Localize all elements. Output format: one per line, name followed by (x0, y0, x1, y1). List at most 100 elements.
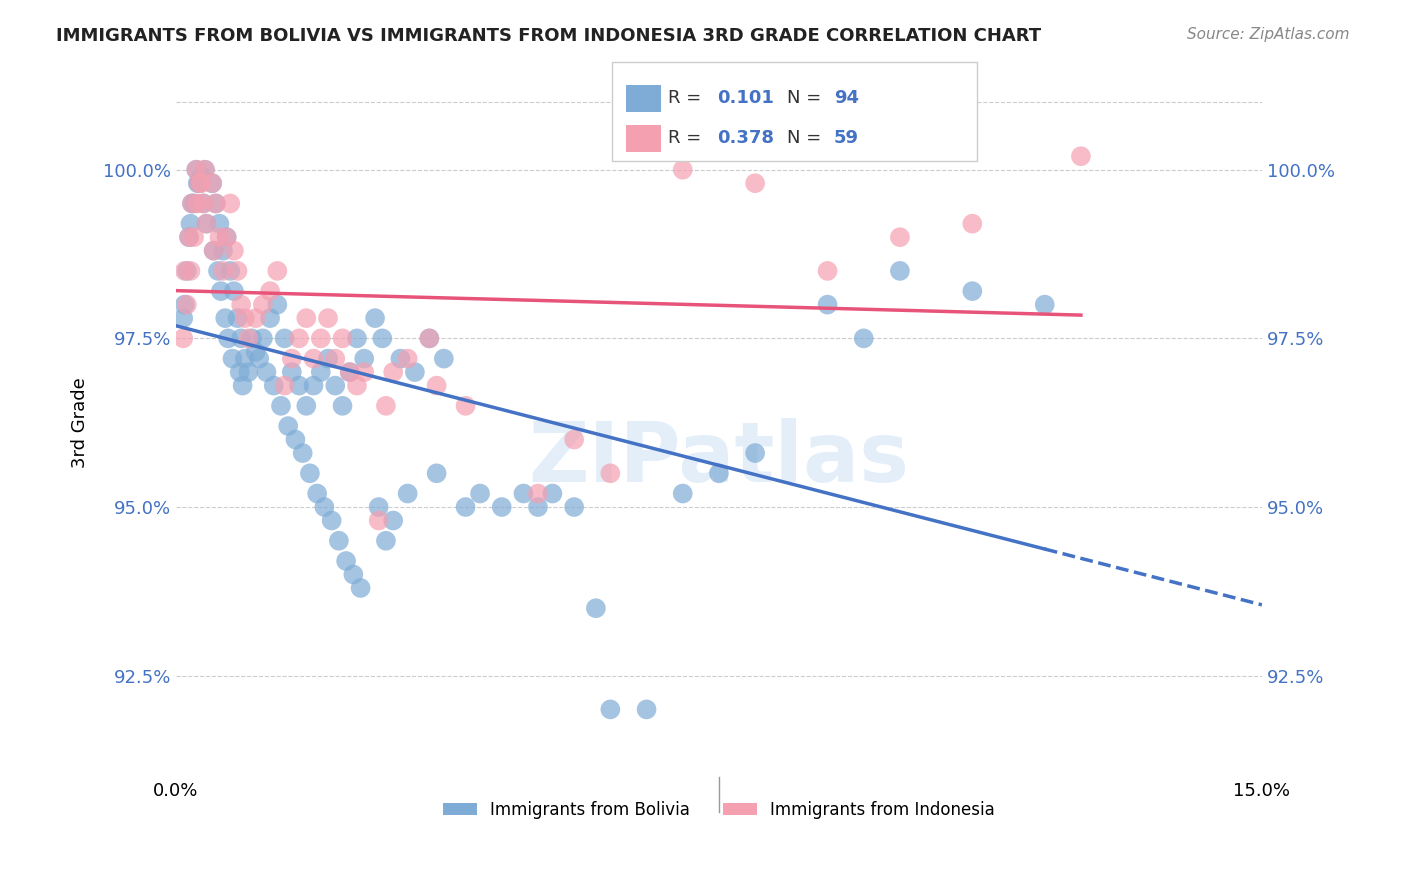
Point (240, 331, 263, 345)
Point (183, 230, 205, 244)
Point (273, 378, 295, 392)
Point (389, 351, 412, 366)
Point (599, 702, 621, 716)
Point (176, 264, 198, 278)
Point (404, 365, 426, 379)
Point (541, 486, 564, 500)
Point (183, 196, 205, 211)
Point (277, 419, 299, 434)
Point (302, 351, 325, 366)
Point (195, 217, 218, 231)
Point (245, 344, 267, 359)
Point (215, 230, 238, 244)
Point (374, 533, 396, 548)
Point (187, 176, 209, 190)
Point (186, 162, 208, 177)
Point (295, 399, 318, 413)
Point (176, 298, 198, 312)
Point (179, 217, 201, 231)
Point (215, 230, 238, 244)
Point (346, 378, 368, 392)
Text: ZIPatlas: ZIPatlas (529, 417, 910, 499)
Point (190, 176, 212, 190)
Point (396, 486, 419, 500)
Point (193, 196, 215, 211)
Point (222, 284, 245, 298)
Point (426, 467, 449, 481)
Point (284, 433, 307, 447)
Point (219, 264, 242, 278)
Point (396, 351, 419, 366)
Point (263, 378, 285, 392)
Point (585, 601, 607, 615)
Point (332, 331, 354, 345)
Point (339, 365, 361, 379)
Point (256, 365, 278, 379)
Point (1033, 298, 1056, 312)
Point (367, 514, 389, 528)
Point (245, 311, 267, 326)
Point (433, 351, 456, 366)
Point (852, 331, 875, 345)
Point (889, 264, 911, 278)
Point (353, 351, 375, 366)
Point (194, 162, 217, 177)
Point (707, 467, 730, 481)
Point (219, 196, 242, 211)
Point (209, 284, 232, 298)
Point (562, 500, 585, 514)
Point (346, 331, 368, 345)
Point (491, 500, 513, 514)
Point (233, 351, 256, 366)
Point (562, 433, 585, 447)
Point (259, 311, 281, 326)
Point (172, 311, 194, 326)
Point (270, 399, 292, 413)
Point (636, 702, 658, 716)
Point (339, 365, 361, 379)
Point (374, 399, 396, 413)
Point (202, 244, 225, 258)
Point (195, 217, 218, 231)
Point (744, 446, 766, 460)
Point (177, 230, 200, 244)
Point (744, 176, 766, 190)
Text: N =: N = (787, 89, 827, 107)
Point (962, 284, 984, 298)
Point (382, 365, 405, 379)
Point (332, 399, 354, 413)
Point (672, 162, 695, 177)
Point (190, 169, 212, 184)
Point (418, 331, 440, 345)
Point (252, 331, 274, 345)
Point (468, 486, 491, 500)
Point (247, 351, 270, 366)
Point (202, 244, 225, 258)
Point (527, 500, 550, 514)
Point (214, 311, 236, 326)
Text: 59: 59 (834, 129, 859, 147)
Point (259, 284, 281, 298)
Point (426, 378, 449, 392)
Text: 0.378: 0.378 (717, 129, 775, 147)
Point (512, 486, 534, 500)
Point (208, 217, 231, 231)
Point (307, 486, 329, 500)
Point (889, 230, 911, 244)
Point (193, 196, 215, 211)
Text: R =: R = (668, 129, 707, 147)
Point (364, 311, 387, 326)
Point (1070, 149, 1092, 163)
Point (188, 176, 211, 190)
Point (228, 365, 250, 379)
Text: 94: 94 (834, 89, 859, 107)
Text: N =: N = (787, 129, 827, 147)
Point (527, 486, 550, 500)
Legend: Immigrants from Bolivia, Immigrants from Indonesia: Immigrants from Bolivia, Immigrants from… (437, 794, 1001, 825)
Point (180, 196, 202, 211)
Point (173, 264, 195, 278)
Point (266, 298, 288, 312)
Text: Source: ZipAtlas.com: Source: ZipAtlas.com (1187, 27, 1350, 42)
Point (226, 311, 249, 326)
Point (309, 331, 332, 345)
